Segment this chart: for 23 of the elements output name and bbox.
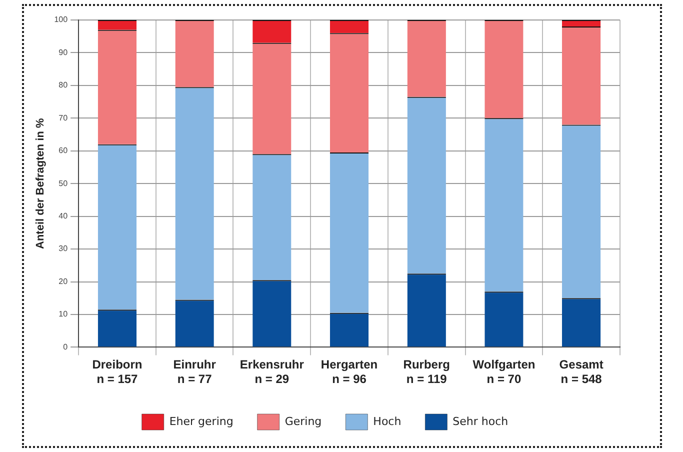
y-tick-label: 30 [58, 244, 68, 254]
legend-label: Eher gering [169, 414, 234, 428]
y-tick-label: 10 [58, 310, 68, 319]
legend-label: Gering [284, 414, 322, 428]
y-tick-label: 50 [58, 178, 68, 188]
x-tick-label: Wolfgarten n = 70 [472, 358, 536, 386]
x-tick-label: Einruhr n = 77 [173, 358, 216, 386]
y-tick-label: 80 [58, 80, 68, 90]
y-tick-label: 60 [58, 146, 68, 156]
x-tick-label: Dreiborn n = 157 [92, 358, 142, 386]
y-tick-label: 70 [58, 113, 68, 122]
y-axis-title: Anteil der Befragten in % [34, 118, 47, 249]
x-tick-label: Hergarten n = 96 [320, 358, 378, 386]
x-tick-label: Gesamt n = 548 [559, 358, 604, 386]
legend-label: Hoch [373, 414, 402, 428]
legend-label: Sehr hoch [452, 414, 508, 428]
y-tick-label: 20 [58, 276, 68, 286]
y-tick-label: 40 [58, 212, 68, 221]
y-tick-label: 100 [54, 15, 68, 24]
x-tick-label: Erkensruhr n = 29 [240, 358, 304, 386]
y-tick-label: 0 [63, 342, 68, 352]
y-tick-label: 90 [58, 48, 68, 57]
x-tick-label: Rurberg n = 119 [403, 358, 450, 386]
